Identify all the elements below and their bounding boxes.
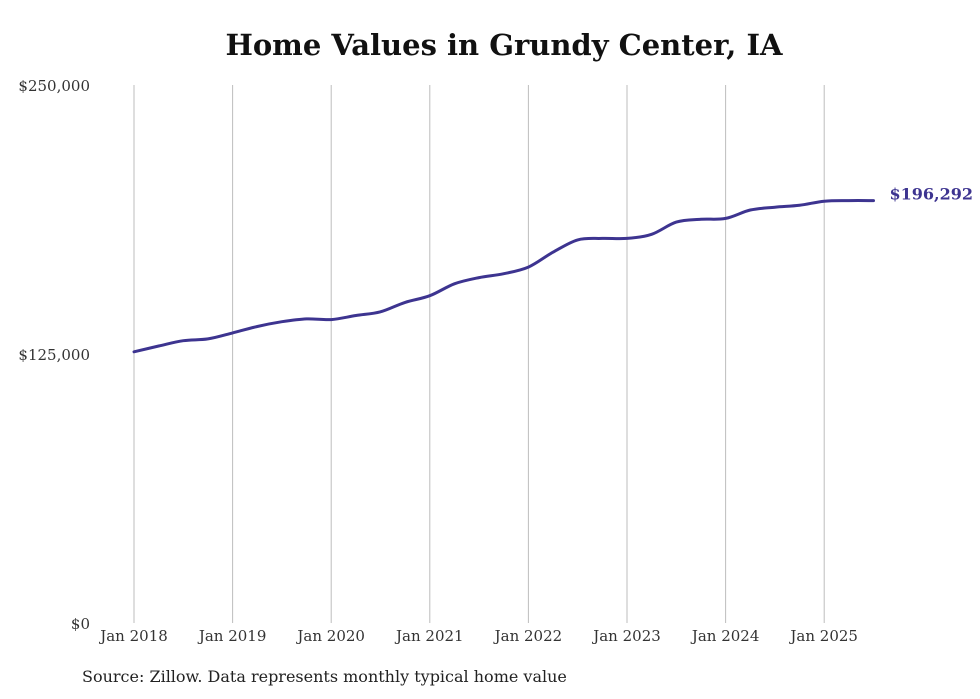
x-tick-label: Jan 2023 — [591, 627, 661, 645]
x-tick-label: Jan 2024 — [690, 627, 760, 645]
chart-title: Home Values in Grundy Center, IA — [225, 28, 783, 62]
x-axis-labels: Jan 2018 Jan 2019 Jan 2020 Jan 2021 Jan 2022… — [98, 627, 858, 645]
x-tick-label: Jan 2025 — [788, 627, 858, 645]
end-value-label: $196,292 — [890, 185, 974, 204]
series-line-0 — [132, 199, 875, 354]
x-tick-label: Jan 2018 — [98, 627, 168, 645]
x-tick-label: Jan 2021 — [394, 627, 464, 645]
grid-layer — [133, 85, 825, 623]
series-layer — [132, 199, 875, 354]
x-tick-label: Jan 2022 — [493, 627, 563, 645]
source-note: Source: Zillow. Data represents monthly … — [82, 667, 567, 686]
x-tick-label: Jan 2019 — [197, 627, 267, 645]
y-tick-label: $250,000 — [18, 77, 90, 95]
end-label-layer: $196,292 — [890, 185, 974, 204]
y-tick-label: $125,000 — [18, 346, 90, 364]
y-tick-label: $0 — [71, 615, 90, 633]
y-axis-labels: $0 $125,000 $250,000 — [18, 77, 90, 633]
x-tick-label: Jan 2020 — [295, 627, 365, 645]
